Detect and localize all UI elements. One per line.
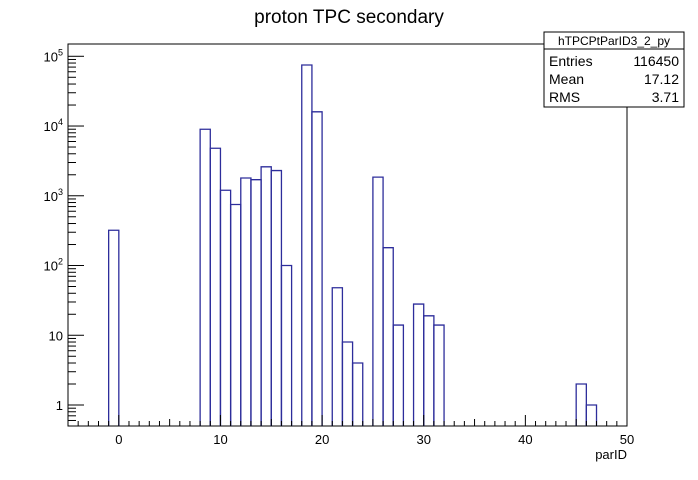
histogram-bin [250, 179, 262, 426]
histogram-bin [372, 176, 384, 426]
x-tick-label: 40 [518, 432, 532, 447]
histogram-bin [280, 264, 293, 426]
stats-box-title: hTPCPtParID3_2_py [558, 34, 670, 48]
y-tick-label: 104 [44, 117, 63, 134]
y-tick-label: 102 [44, 257, 63, 274]
histogram-bin [423, 315, 435, 426]
histogram-bin [341, 341, 354, 426]
chart-title: proton TPC secondary [254, 7, 444, 28]
x-tick-label: 30 [416, 432, 430, 447]
histogram-bin [270, 169, 283, 426]
histogram-bin [311, 111, 323, 426]
stats-rms-value: 3.71 [652, 89, 679, 105]
histogram-bin [229, 203, 242, 426]
x-axis-label: parID [595, 447, 627, 462]
histogram-bin [351, 362, 364, 426]
y-tick-label: 10 [49, 328, 63, 343]
histogram-bin [108, 229, 120, 426]
x-tick-label: 10 [213, 432, 227, 447]
x-tick-label: 0 [115, 432, 122, 447]
stats-entries-label: Entries [549, 53, 593, 69]
histogram-bin [382, 247, 394, 426]
y-tick-label: 105 [44, 47, 63, 64]
histogram-bin [209, 147, 222, 426]
stats-mean-value: 17.12 [644, 71, 679, 87]
stats-box: hTPCPtParID3_2_py Entries 116450 Mean 17… [543, 31, 685, 108]
x-tick-label: 50 [620, 432, 634, 447]
histogram-bin [199, 128, 211, 426]
histogram-bin [392, 324, 405, 426]
histogram-bin [585, 404, 598, 426]
histogram-bin [412, 303, 425, 426]
stats-mean-label: Mean [549, 71, 584, 87]
y-tick-label: 103 [44, 187, 63, 204]
stats-box-frame [543, 31, 685, 108]
stats-entries-value: 116450 [633, 53, 679, 69]
histogram-bin [331, 287, 344, 426]
histogram-bin [301, 64, 313, 426]
histogram-bin [575, 383, 587, 426]
y-tick-label: 1 [56, 398, 63, 413]
x-tick-label: 20 [315, 432, 329, 447]
histogram-bin [240, 177, 252, 426]
histogram-bin [433, 324, 445, 426]
histogram-bin [219, 189, 232, 426]
plot-frame [67, 43, 628, 427]
histogram-bin [260, 166, 272, 426]
stats-rms-label: RMS [549, 89, 580, 105]
